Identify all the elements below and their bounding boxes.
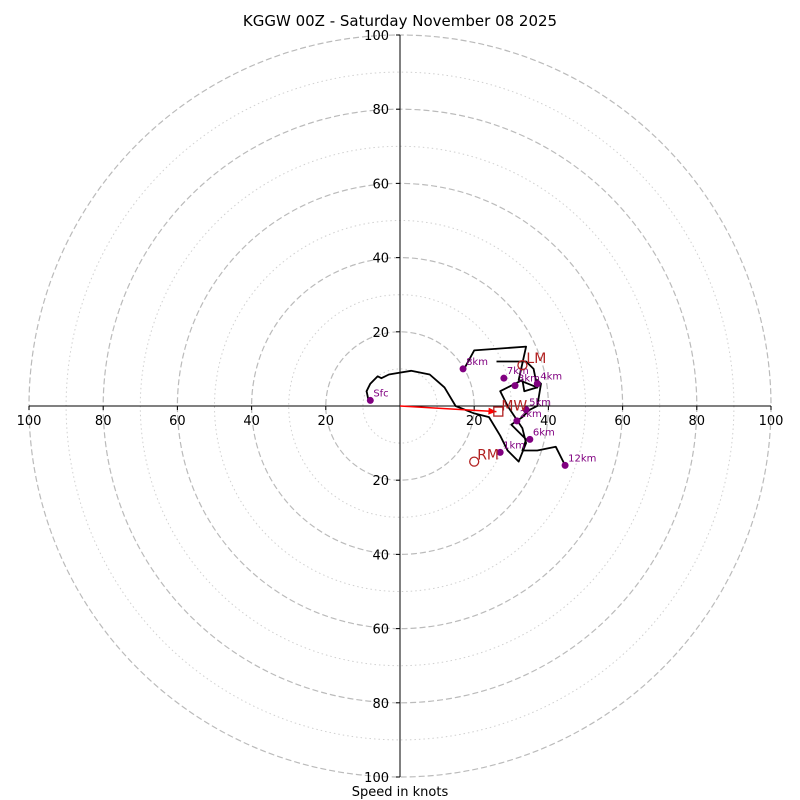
right-mover-label: RM — [477, 448, 499, 464]
height-marker-4km — [533, 380, 541, 388]
x-tick-label: 60 — [169, 414, 186, 429]
height-marker-8km — [459, 365, 467, 373]
y-tick-label: 40 — [372, 548, 389, 563]
shear-vector — [399, 405, 497, 413]
height-marker-6km — [526, 435, 534, 443]
height-markers: Sfc 1km 2km 3km 4km 5km 6km 7km 8km 12km — [366, 357, 596, 469]
height-label-2km: 2km — [520, 409, 542, 420]
x-tick-label: 20 — [318, 414, 335, 429]
shear-vector-arrowhead — [488, 407, 497, 415]
y-tick-label: 60 — [372, 623, 389, 638]
height-marker-1km — [496, 448, 504, 456]
height-label-1km: 1km — [503, 440, 525, 451]
x-tick-label: 100 — [759, 414, 784, 429]
y-tick-label: 80 — [372, 103, 389, 118]
height-label-5km: 5km — [529, 398, 551, 409]
height-label-8km: 8km — [466, 357, 488, 368]
height-marker-2km — [513, 417, 521, 425]
height-label-12km: 12km — [568, 453, 596, 464]
right-mover-marker — [469, 456, 480, 467]
height-label-3km: 3km — [518, 374, 540, 385]
x-tick-label: 80 — [95, 414, 112, 429]
y-tick-label: 100 — [364, 771, 389, 786]
height-marker-3km — [511, 382, 519, 390]
height-marker-7km — [500, 374, 508, 382]
mean-wind-label: MW — [501, 399, 527, 415]
y-tick-label: 60 — [372, 177, 389, 192]
x-tick-label: 40 — [243, 414, 260, 429]
height-label-7km: 7km — [507, 366, 529, 377]
x-tick-label: 100 — [17, 414, 42, 429]
height-label-6km: 6km — [533, 427, 555, 438]
y-tick-label: 40 — [372, 252, 389, 267]
y-tick-label: 80 — [372, 697, 389, 712]
axes: 100 80 60 40 20 20 40 60 80 100 100 80 60 40 20 20 40 60 8… — [17, 29, 784, 786]
left-mover-marker — [517, 360, 528, 371]
height-label-4km: 4km — [540, 372, 562, 383]
height-marker-5km — [522, 406, 530, 414]
mean-wind-marker — [493, 406, 504, 417]
y-tick-label: 20 — [372, 326, 389, 341]
left-mover-label: LM — [526, 351, 546, 367]
y-tick-label: 20 — [372, 474, 389, 489]
x-tick-label: 60 — [614, 414, 631, 429]
x-axis-label: Speed in knots — [352, 785, 449, 800]
x-tick-label: 80 — [689, 414, 706, 429]
y-tick-label: 100 — [364, 29, 389, 44]
x-tick-label: 20 — [466, 414, 483, 429]
height-marker-12km — [561, 461, 569, 469]
height-label-sfc: Sfc — [373, 388, 388, 399]
hodograph-trace-upper-line — [462, 345, 539, 389]
chart-title: KGGW 00Z - Saturday November 08 2025 — [243, 12, 557, 30]
height-marker-sfc — [366, 396, 374, 404]
storm-motion-markers: LM RM MW — [469, 351, 546, 467]
x-tick-label: 40 — [540, 414, 557, 429]
